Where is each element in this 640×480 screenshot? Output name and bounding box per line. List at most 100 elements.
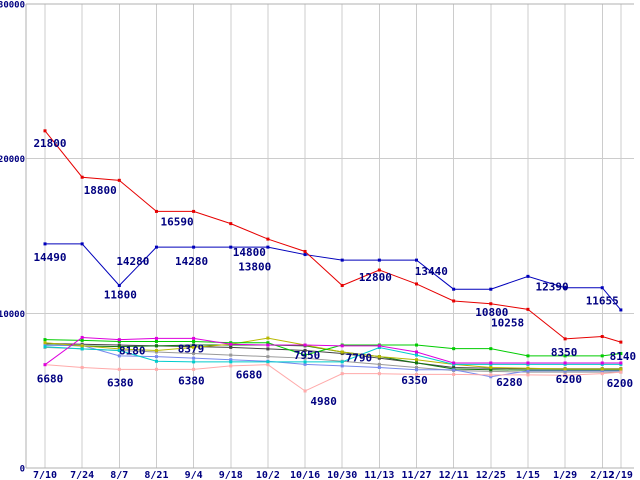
series-magenta-marker: [489, 361, 493, 365]
series-pink-marker: [80, 365, 84, 369]
series-olive-marker: [526, 366, 530, 370]
series-pink-marker: [452, 372, 456, 376]
axes: [25, 3, 634, 469]
series-red-marker: [600, 335, 604, 339]
series-olive-marker: [340, 350, 344, 354]
series-olive-marker: [192, 345, 196, 349]
x-tick-label: 1/15: [516, 470, 540, 480]
series-red-marker: [43, 129, 47, 133]
series-green-marker: [117, 339, 121, 343]
series-red-marker: [192, 209, 196, 213]
series-magenta: [43, 335, 623, 367]
series-periwinkle-marker: [526, 369, 530, 373]
series-green-marker: [80, 338, 84, 342]
series-olive-marker: [117, 347, 121, 351]
series-magenta-marker: [526, 361, 530, 365]
series-red-marker: [415, 282, 418, 286]
series-periwinkle-marker: [415, 368, 418, 372]
x-tick-label: 7/10: [33, 470, 57, 480]
series-pink-marker: [563, 373, 567, 377]
series-cyan-marker: [229, 360, 233, 364]
series-magenta-marker: [563, 361, 567, 365]
series-periwinkle-marker: [452, 368, 456, 372]
x-tick-label: 2/12: [590, 470, 614, 480]
y-tick-label: 20000: [0, 155, 25, 165]
series-gray-marker: [303, 356, 307, 360]
series-pink-marker: [229, 364, 233, 368]
series-green-marker: [192, 339, 196, 343]
series-black-marker: [303, 348, 307, 352]
value-label: 7950: [294, 349, 321, 362]
x-tick-label: 12/25: [476, 470, 506, 480]
series-black-marker: [266, 347, 270, 351]
series-blue-marker: [340, 258, 344, 262]
y-tick-label: 10000: [0, 310, 25, 320]
series-olive-marker: [377, 355, 381, 359]
series-red-marker: [340, 283, 344, 287]
value-label: 10258: [491, 316, 524, 329]
series-red-marker: [154, 209, 158, 213]
series-green-marker: [266, 341, 270, 345]
series-periwinkle-marker: [117, 354, 121, 358]
grid: [26, 4, 634, 468]
series-black-marker: [340, 352, 344, 356]
series-blue-marker: [266, 245, 270, 249]
series-pink-marker: [377, 372, 381, 376]
series-olive-marker: [619, 367, 623, 371]
y-tick-label: 0: [20, 465, 25, 475]
series-magenta-marker: [154, 336, 158, 340]
series-magenta-marker: [340, 344, 344, 348]
series-magenta-marker: [80, 335, 84, 339]
value-label: 14800: [233, 246, 266, 259]
series-red-marker: [266, 237, 270, 241]
value-label: 14280: [175, 255, 208, 268]
y-tick-labels: 0 10000 20000 30000: [0, 1, 25, 475]
series-darkgreen-marker: [489, 368, 493, 372]
x-tick-label: 10/30: [327, 470, 357, 480]
series-gray-marker: [229, 353, 233, 357]
series-red-marker: [229, 222, 233, 226]
series-blue-marker: [229, 245, 233, 249]
series-magenta-marker: [600, 361, 604, 365]
series-magenta-marker: [415, 350, 418, 354]
series-pink-marker: [415, 372, 418, 376]
series-blue-marker: [154, 245, 158, 249]
series-blue-marker: [619, 308, 623, 312]
series-olive-marker: [266, 336, 270, 340]
series-cyan-marker: [117, 348, 121, 352]
series-magenta-marker: [266, 343, 270, 347]
series-darkgreen-marker: [415, 361, 418, 365]
series-darkgreen-marker: [192, 343, 196, 347]
value-label: 8379: [178, 342, 205, 355]
value-label: 8140: [610, 350, 637, 363]
value-label: 6380: [107, 376, 134, 389]
series-magenta-marker: [43, 363, 47, 367]
value-label: 21800: [33, 137, 66, 150]
series-red-marker: [377, 268, 381, 272]
series-red-marker: [452, 299, 456, 303]
series-magenta-marker: [117, 338, 121, 342]
series-magenta-marker: [303, 343, 307, 347]
series-periwinkle-marker: [154, 355, 158, 359]
series-olive-marker: [154, 348, 158, 352]
x-tick-label: 9/18: [219, 470, 243, 480]
series-pink-marker: [192, 367, 196, 371]
value-label: 4980: [310, 395, 337, 408]
series-red-marker: [80, 175, 84, 179]
series-green-marker: [43, 338, 47, 342]
series-black-marker: [377, 356, 381, 360]
x-tick-label: 11/13: [364, 470, 394, 480]
series-green-marker: [154, 339, 158, 343]
series-black-marker: [117, 343, 121, 347]
y-tick-label: 30000: [0, 1, 25, 11]
series-gray-marker: [489, 369, 493, 373]
series-cyan-marker: [303, 360, 307, 364]
series-periwinkle-marker: [340, 364, 344, 368]
series-olive-marker: [415, 358, 418, 362]
series-gray-marker: [377, 362, 381, 366]
value-label: 6680: [37, 373, 64, 386]
series-pink-marker: [117, 367, 121, 371]
series-blue-marker: [415, 258, 418, 262]
series-red-line: [44, 130, 621, 343]
